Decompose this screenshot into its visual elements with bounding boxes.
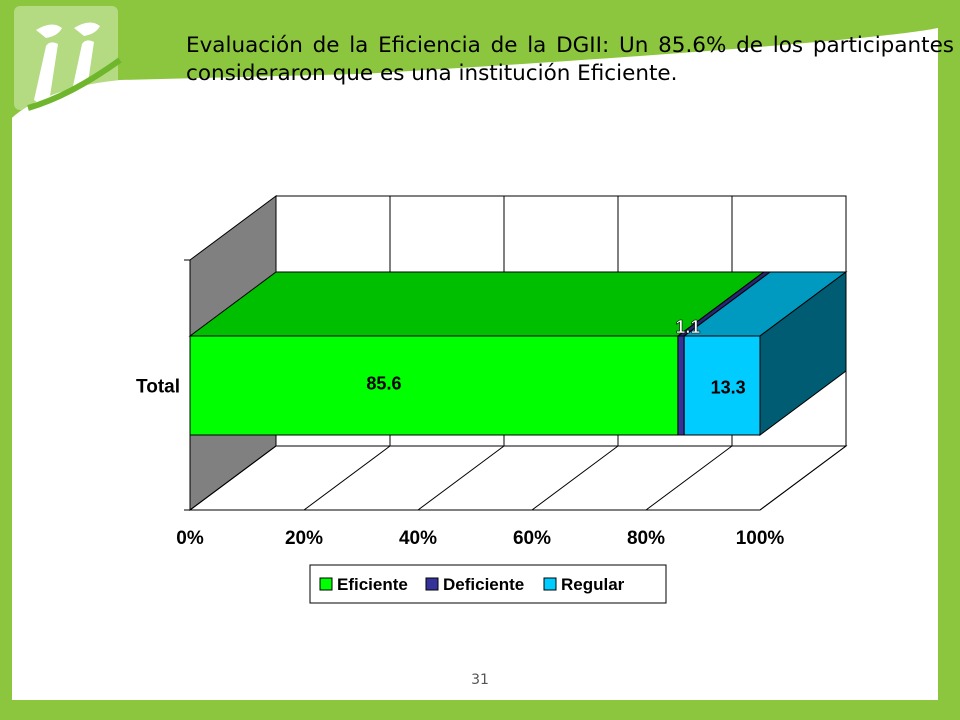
- legend-box: [309, 564, 667, 604]
- x-tick-label: 40%: [399, 528, 437, 549]
- gridline-floor: [189, 445, 277, 511]
- bar-end-face: [759, 271, 847, 436]
- category-label: Total: [136, 377, 180, 398]
- legend-label-regular: Regular: [561, 575, 625, 594]
- legend-label-eficiente: Eficiente: [337, 575, 408, 594]
- x-tick-label: 20%: [285, 528, 323, 549]
- x-tick-label: 60%: [513, 528, 551, 549]
- gridline-floor: [417, 445, 505, 511]
- legend-label-deficiente: Deficiente: [443, 575, 524, 594]
- bar-regular: [683, 335, 761, 436]
- bar-eficiente: [189, 335, 679, 436]
- data-label-eficiente: 85.6: [366, 374, 401, 394]
- legend-swatch-deficiente: [425, 577, 439, 591]
- gridline-floor: [303, 445, 391, 511]
- gridline-floor: [531, 445, 619, 511]
- chart-floor: [188, 445, 848, 511]
- slide-number: 31: [471, 672, 489, 688]
- chart-labels: 0% 20% 40% 60% 80% 100% Total 85.6 1.1 13.3: [136, 317, 784, 549]
- data-label-regular: 13.3: [711, 378, 746, 398]
- x-tick-label: 0%: [176, 528, 204, 549]
- slide-heading: Evaluación de la Eficiencia de la DGII: …: [186, 33, 954, 86]
- logo-icon: [14, 6, 122, 111]
- gridline-floor: [645, 445, 733, 511]
- chart-legend[interactable]: Eficiente Deficiente Regular: [309, 564, 667, 604]
- x-tick-label: 80%: [627, 528, 665, 549]
- chart-front-structure: [184, 259, 191, 511]
- chart-bars: [188, 271, 848, 436]
- legend-swatch-regular: [543, 577, 557, 591]
- legend-swatch-eficiente: [319, 577, 333, 591]
- x-tick-label: 100%: [736, 528, 785, 549]
- data-label-deficiente: 1.1: [675, 317, 700, 337]
- gridline-floor: [759, 445, 847, 511]
- bar-deficiente: [677, 335, 685, 436]
